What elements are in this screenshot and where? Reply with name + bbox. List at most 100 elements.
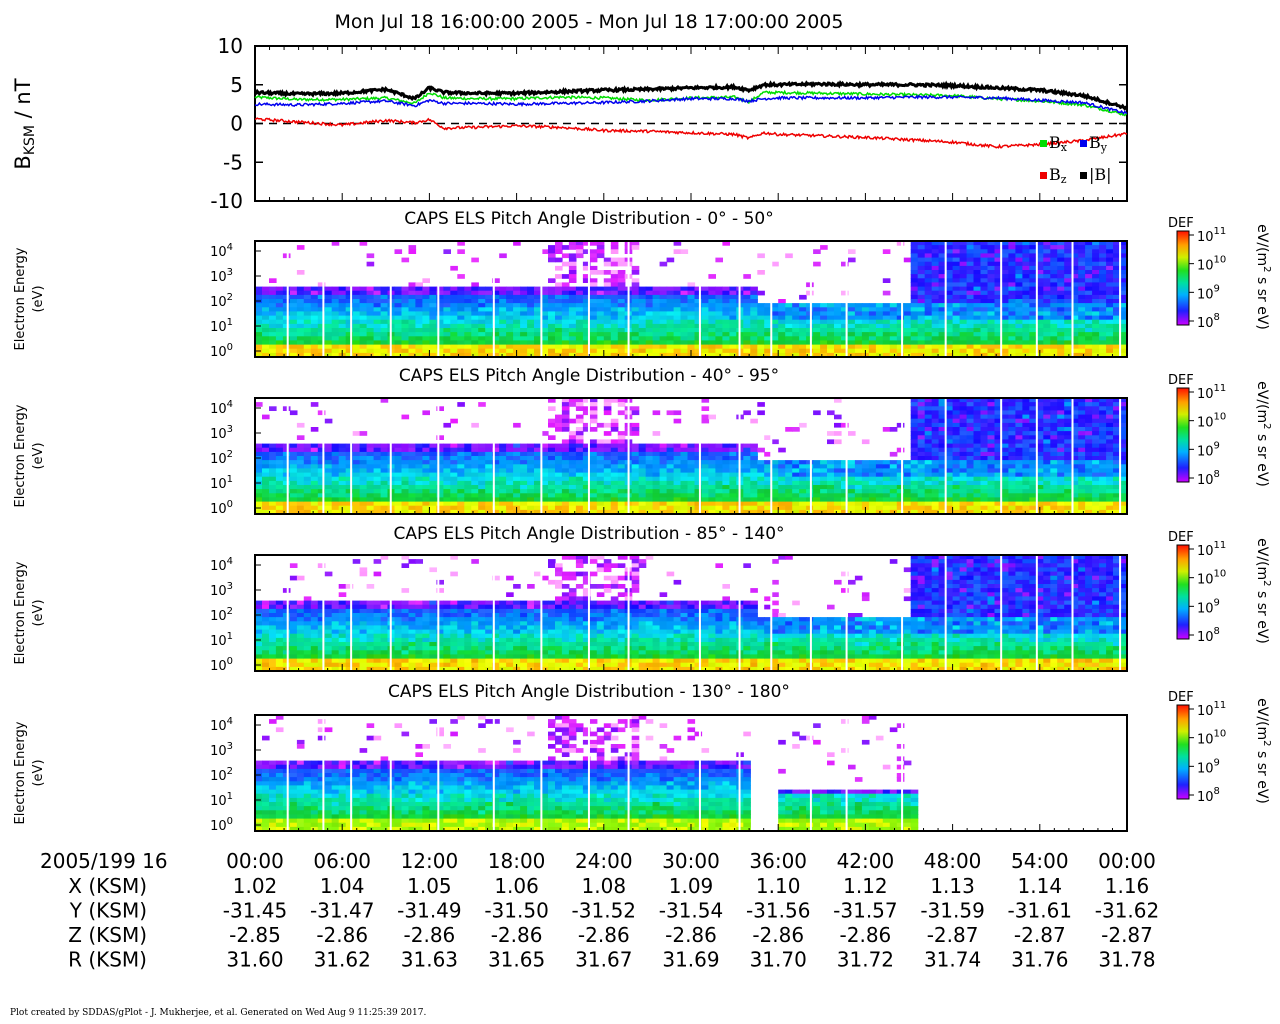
spectrogram-cell — [931, 270, 940, 275]
spectrogram-cell — [338, 493, 347, 498]
spectrogram-cell — [750, 476, 758, 482]
spectrogram-cell — [282, 468, 291, 474]
mag-y-tick-label: 10 — [218, 34, 243, 58]
spectrogram-cell — [729, 489, 737, 494]
spectrogram-cell — [366, 451, 375, 457]
spectrogram-cell — [401, 257, 410, 263]
spectrogram-cell — [799, 311, 807, 317]
spectrogram-cell — [262, 489, 270, 494]
spectrogram-cell — [1078, 294, 1086, 300]
spectrogram-cell — [917, 431, 926, 436]
spectrogram-cell — [778, 460, 786, 465]
spectrogram-cell — [910, 485, 919, 490]
spectrogram-cell — [917, 278, 926, 283]
spectrogram-cell — [575, 348, 584, 354]
spectrogram-cell — [596, 340, 605, 346]
spectrogram-cell — [561, 332, 570, 337]
spectrogram-cell — [1099, 286, 1107, 292]
spectrogram-cell — [708, 447, 716, 453]
spectrogram-cell — [792, 348, 800, 354]
spectrogram-cell — [687, 294, 696, 300]
spectrogram-cell — [359, 332, 368, 337]
spectrogram-cell — [750, 303, 758, 308]
spectrogram-cell — [701, 328, 710, 333]
spectrogram-cell — [973, 493, 982, 498]
spectrogram-cell — [610, 286, 619, 292]
spectrogram-cell — [994, 307, 1003, 312]
spectrogram-cell — [1043, 427, 1051, 432]
spectrogram-cell — [380, 352, 389, 358]
spectrogram-cell — [617, 410, 626, 416]
spectrogram-cell — [1113, 352, 1121, 358]
spectrogram-cell — [820, 468, 828, 474]
spectrogram-cell — [464, 323, 472, 329]
spectrogram-cell — [1085, 344, 1093, 350]
spectrogram-cell — [282, 328, 291, 333]
spectrogram-cell — [701, 480, 710, 486]
spectrogram-cell — [289, 311, 298, 317]
spectrogram-cell — [513, 447, 521, 453]
spectrogram-cell — [485, 307, 493, 312]
spectrogram-cell — [652, 451, 661, 457]
spectrogram-cell — [994, 340, 1003, 346]
colorbar-tick-label: 108 — [1197, 312, 1220, 331]
spectrogram-cell — [973, 435, 982, 440]
spectrogram-cell — [666, 290, 675, 296]
spectrogram-cell — [492, 505, 500, 511]
spectrogram-cell — [541, 443, 549, 449]
spectrogram-cell — [478, 303, 486, 308]
spectrogram-cell — [820, 485, 828, 490]
spectrogram-cell — [659, 456, 668, 461]
spectrogram-cell — [680, 443, 689, 449]
spectrogram-cell — [952, 352, 961, 358]
spectrogram-cell — [959, 348, 968, 354]
spectrogram-cell — [889, 468, 898, 474]
spectrogram-cell — [534, 447, 542, 453]
spectrogram-cell — [443, 344, 451, 350]
spectrogram-cell — [345, 332, 354, 337]
spectrogram-cell — [603, 311, 612, 317]
spectrogram-cell — [757, 489, 765, 494]
spectrogram-cell — [568, 336, 577, 341]
spectrogram-cell — [324, 509, 333, 515]
spectrogram-cell — [520, 497, 528, 503]
spectrogram-cell — [868, 485, 877, 490]
spectrogram-cell — [478, 493, 486, 498]
spectrogram-cell — [568, 270, 577, 275]
spectrogram-cell — [645, 501, 654, 507]
spectrogram-cell — [938, 460, 947, 465]
spectrogram-cell — [366, 323, 375, 329]
spectrogram-cell — [450, 460, 458, 465]
spectrogram-cell — [1057, 344, 1065, 350]
spectrogram-cell — [555, 286, 563, 292]
spectrogram-cell — [352, 328, 361, 333]
spectrogram-cell — [848, 493, 856, 498]
spectrogram-cell — [820, 328, 828, 333]
spectrogram-cell — [303, 348, 312, 354]
spectrogram-cell — [931, 340, 940, 346]
spectrogram-cell — [450, 294, 458, 300]
spectrogram-cell — [478, 294, 486, 300]
spectrogram-cell — [827, 485, 835, 490]
spectrogram-cell — [882, 249, 891, 254]
spectrogram-cell — [729, 315, 737, 321]
spectrogram-cell — [352, 336, 361, 341]
spectrogram-cell — [296, 245, 305, 250]
spectrogram-cell — [262, 493, 270, 498]
spectrogram-cell — [401, 311, 410, 317]
spectrogram-cell — [555, 319, 563, 325]
spectrogram-cell — [303, 294, 312, 300]
spectrogram-cell — [582, 303, 591, 308]
spectrogram-cell — [1001, 257, 1009, 263]
spectrogram-cell — [715, 323, 723, 329]
spectrogram-cell — [687, 282, 696, 288]
spectrogram-cell — [589, 319, 598, 325]
spectrogram-cell — [596, 468, 605, 474]
spectrogram-cell — [324, 348, 333, 354]
spectrogram-cell — [401, 456, 410, 461]
spectrogram-cell — [296, 290, 305, 296]
spectrogram-cell — [555, 456, 563, 461]
spectrogram-cell — [1029, 468, 1037, 474]
spectrogram-cell — [1043, 315, 1051, 321]
spectrogram-cell — [645, 319, 654, 325]
